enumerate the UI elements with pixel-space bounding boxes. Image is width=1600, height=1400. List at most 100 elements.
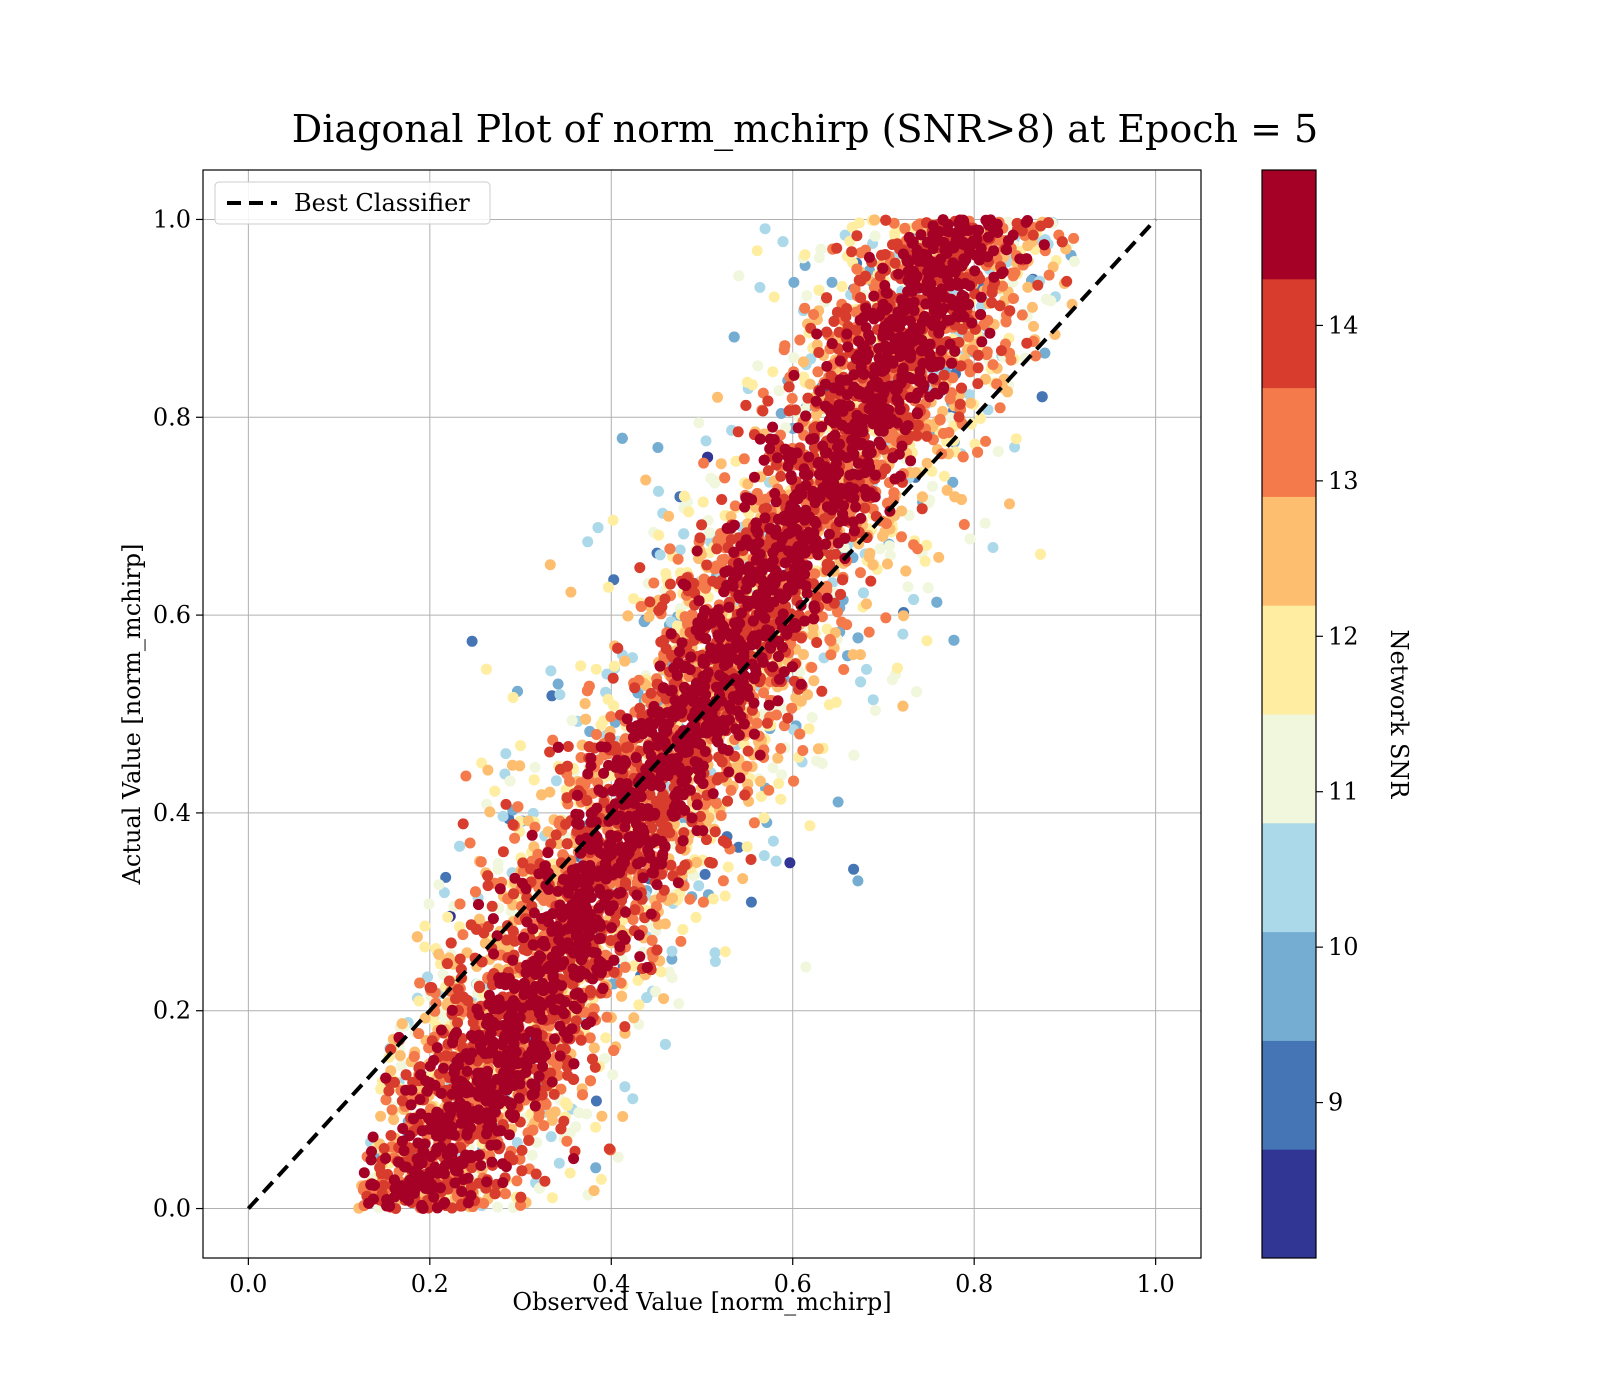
scatter-point xyxy=(709,478,720,489)
scatter-point xyxy=(617,1111,628,1122)
scatter-point xyxy=(419,942,430,953)
scatter-point xyxy=(908,539,919,550)
scatter-point xyxy=(897,629,908,640)
scatter-point xyxy=(880,612,891,623)
scatter-point xyxy=(808,309,819,320)
scatter-point xyxy=(854,217,865,228)
scatter-point xyxy=(590,1122,601,1133)
scatter-point xyxy=(698,458,709,469)
scatter-point xyxy=(980,436,991,447)
scatter-point xyxy=(554,1158,565,1169)
scatter-point xyxy=(546,1131,557,1142)
scatter-point xyxy=(1008,293,1019,304)
scatter-point xyxy=(710,947,721,958)
scatter-point xyxy=(704,527,715,538)
scatter-point xyxy=(388,1114,399,1125)
scatter-point xyxy=(870,231,881,242)
scatter-point xyxy=(730,500,741,511)
scatter-point xyxy=(739,790,750,801)
scatter-point xyxy=(851,264,862,275)
scatter-point xyxy=(547,1192,558,1203)
scatter-point xyxy=(648,578,659,589)
scatter-point xyxy=(655,549,666,560)
chart-title: Diagonal Plot of norm_mchirp (SNR>8) at … xyxy=(292,107,1318,152)
scatter-point xyxy=(663,511,674,522)
scatter-point xyxy=(457,929,468,940)
scatter-point xyxy=(922,458,933,469)
scatter-point xyxy=(395,1050,406,1061)
scatter-point xyxy=(467,636,478,647)
scatter-point xyxy=(530,762,541,773)
scatter-point xyxy=(711,543,722,554)
scatter-point xyxy=(870,705,881,716)
scatter-point xyxy=(817,758,828,769)
scatter-point xyxy=(931,597,942,608)
scatter-point xyxy=(675,936,686,947)
scatter-point xyxy=(749,817,760,828)
scatter-point xyxy=(1028,321,1039,332)
scatter-point xyxy=(596,1111,607,1122)
scatter-point xyxy=(652,442,663,453)
scatter-point xyxy=(868,694,879,705)
scatter-point xyxy=(948,635,959,646)
scatter-point xyxy=(616,991,627,1002)
scatter-point xyxy=(920,556,931,567)
scatter-point xyxy=(911,686,922,697)
scatter-point xyxy=(995,402,1006,413)
scatter-point xyxy=(782,713,793,724)
scatter-point xyxy=(807,712,818,723)
scatter-point xyxy=(567,715,578,726)
scatter-point xyxy=(763,785,774,796)
scatter-point xyxy=(420,921,431,932)
scatter-point xyxy=(550,1106,561,1117)
scatter-point xyxy=(1044,270,1055,281)
scatter-point xyxy=(482,765,493,776)
scatter-point xyxy=(933,552,944,563)
scatter-point xyxy=(609,661,620,672)
scatter-point xyxy=(980,518,991,529)
scatter-point xyxy=(716,810,727,821)
scatter-point xyxy=(1022,282,1033,293)
scatter-point xyxy=(868,559,879,570)
scatter-point xyxy=(794,729,805,740)
scatter-point xyxy=(647,935,658,946)
scatter-point xyxy=(700,869,711,880)
scatter-point xyxy=(903,581,914,592)
scatter-point xyxy=(1027,302,1038,313)
scatter-point xyxy=(644,611,655,622)
scatter-point xyxy=(708,894,719,905)
scatter-point xyxy=(509,833,520,844)
scatter-point xyxy=(737,873,748,884)
scatter-point xyxy=(454,841,465,852)
scatter-point xyxy=(532,849,543,860)
scatter-point xyxy=(580,698,591,709)
scatter-point xyxy=(433,879,444,890)
scatter-point xyxy=(733,270,744,281)
scatter-point xyxy=(633,999,644,1010)
scatter-point xyxy=(379,1143,390,1154)
scatter-point xyxy=(658,993,669,1004)
scatter-point xyxy=(501,799,512,810)
scatter-point xyxy=(801,290,812,301)
scatter-point xyxy=(816,686,827,697)
scatter-point xyxy=(897,701,908,712)
scatter-point xyxy=(678,528,689,539)
scatter-point xyxy=(848,750,859,761)
scatter-point xyxy=(768,836,779,847)
scatter-point xyxy=(746,897,757,908)
scatter-point xyxy=(589,1185,600,1196)
scatter-point xyxy=(695,532,706,543)
scatter-point xyxy=(769,292,780,303)
scatter-point xyxy=(605,711,616,722)
scatter-point xyxy=(900,566,911,577)
scatter-point xyxy=(484,806,495,817)
scatter-point xyxy=(589,1042,600,1053)
scatter-point xyxy=(1045,295,1056,306)
scatter-point xyxy=(720,946,731,957)
scatter-point xyxy=(608,1045,619,1056)
scatter-point xyxy=(848,864,859,875)
scatter-point xyxy=(804,820,815,831)
scatter-point xyxy=(786,703,797,714)
scatter-point xyxy=(855,567,866,578)
